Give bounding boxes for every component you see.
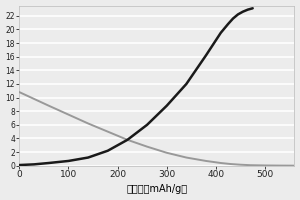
X-axis label: 比容量（mAh/g）: 比容量（mAh/g） bbox=[126, 184, 188, 194]
